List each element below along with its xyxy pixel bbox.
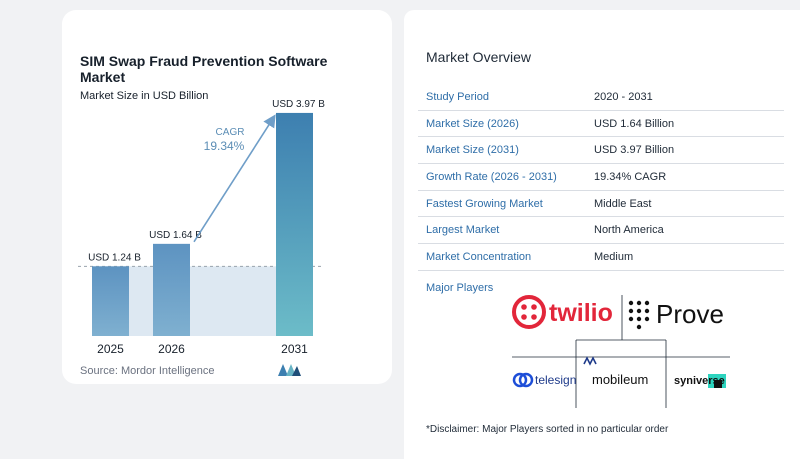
bar-value-label: USD 3.97 B	[272, 99, 325, 110]
bar-2026	[153, 243, 190, 336]
source-note: Source: Mordor Intelligence	[80, 365, 215, 377]
major-players-logos: twilio Prove telesign mobileum	[512, 295, 730, 408]
row-key: Growth Rate (2026 - 2031)	[426, 170, 557, 183]
table-row: Largest Market North America	[418, 217, 784, 245]
mordor-logo-icon	[278, 364, 301, 376]
major-players-label: Major Players	[426, 282, 494, 294]
table-row: Market Size (2031) USD 3.97 Billion	[418, 137, 784, 165]
overview-title: Market Overview	[426, 49, 532, 65]
row-value: 19.34% CAGR	[594, 170, 667, 183]
x-tick-label: 2031	[281, 342, 308, 356]
table-row: Market Size (2026) USD 1.64 Billion	[418, 111, 784, 138]
x-tick-label: 2026	[158, 342, 185, 356]
row-value: 2020 - 2031	[594, 90, 653, 103]
player-name: Prove	[656, 299, 724, 329]
chart-subtitle: Market Size in USD Billion	[80, 90, 209, 102]
bar-chart: USD 1.24 B 2025 USD 1.64 B 2026 USD 3.97 B 20…	[78, 99, 325, 356]
row-key: Study Period	[426, 90, 489, 103]
prove-logo-icon: Prove	[628, 299, 724, 330]
row-value: North America	[594, 224, 664, 237]
market-overview-panel: Market Overview Study Period 2020 - 2031 …	[404, 10, 800, 459]
bar-2031	[276, 112, 313, 336]
table-row: Growth Rate (2026 - 2031) 19.34% CAGR	[418, 164, 784, 191]
player-name: twilio	[549, 299, 613, 327]
cagr-arrow	[193, 114, 276, 243]
bar-2025	[92, 266, 129, 336]
row-value: Medium	[594, 250, 634, 263]
bar-value-label: USD 1.64 B	[149, 230, 202, 241]
row-key: Market Size (2026)	[426, 117, 519, 130]
row-value: USD 1.64 Billion	[594, 117, 675, 130]
player-name: mobileum	[592, 372, 648, 387]
table-row: Market Concentration Medium	[418, 244, 784, 271]
mobileum-logo-icon: mobileum	[583, 356, 648, 387]
cagr-label: CAGR	[216, 127, 245, 138]
bar-value-label: USD 1.24 B	[88, 252, 141, 263]
table-row: Study Period 2020 - 2031	[418, 84, 784, 111]
chart-title: SIM Swap Fraud Prevention Software Marke…	[80, 53, 328, 85]
disclaimer-note: *Disclaimer: Major Players sorted in no …	[426, 424, 669, 435]
row-key: Market Concentration	[426, 250, 532, 263]
player-name: telesign	[535, 373, 576, 387]
row-key: Market Size (2031)	[426, 144, 519, 157]
player-name: syniverse	[674, 375, 725, 387]
chart-card: USD 1.24 B 2025 USD 1.64 B 2026 USD 3.97 B 20…	[62, 10, 392, 384]
cagr-value: 19.34%	[204, 139, 245, 153]
row-key: Largest Market	[426, 224, 500, 237]
overview-table: Study Period 2020 - 2031 Market Size (202…	[418, 84, 784, 271]
row-value: USD 3.97 Billion	[594, 144, 675, 157]
row-key: Fastest Growing Market	[426, 197, 543, 210]
x-tick-label: 2025	[97, 342, 124, 356]
table-row: Fastest Growing Market Middle East	[418, 191, 784, 218]
syniverse-logo-icon: syniverse	[674, 374, 726, 388]
twilio-logo-icon: twilio	[512, 295, 613, 329]
telesign-logo-icon: telesign	[512, 372, 576, 388]
row-value: Middle East	[594, 197, 652, 210]
